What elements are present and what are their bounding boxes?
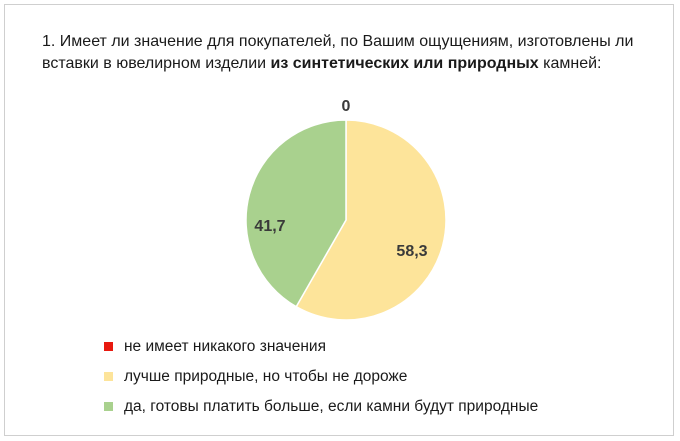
pie-slice-3 — [245, 119, 347, 308]
title-prefix: 1. Имеет ли значение для покупателей, по… — [42, 33, 634, 72]
legend-swatch-2 — [104, 372, 113, 381]
legend-label-1: не имеет никакого значения — [124, 338, 326, 355]
data-label-1: 0 — [342, 98, 351, 115]
legend-item-3: да, готовы платить больше, если камни бу… — [104, 396, 538, 426]
data-label-2: 58,3 — [396, 243, 427, 260]
legend-item-1: не имеет никакого значения — [104, 336, 538, 366]
title-bold: из синтетических или природных — [270, 55, 539, 72]
legend-label-2: лучше природные, но чтобы не дороже — [124, 368, 408, 385]
legend-label-3: да, готовы платить больше, если камни бу… — [124, 398, 539, 415]
pie-slice-2 — [295, 119, 447, 321]
legend-item-2: лучше природные, но чтобы не дороже — [104, 366, 538, 396]
legend: не имеет никакого значения лучше природны… — [104, 336, 538, 426]
title-suffix: камней: — [538, 55, 602, 72]
chart-title: 1. Имеет ли значение для покупателей, по… — [42, 31, 662, 75]
legend-swatch-1 — [104, 342, 113, 351]
data-label-3: 41,7 — [254, 218, 285, 235]
legend-swatch-3 — [104, 402, 113, 411]
